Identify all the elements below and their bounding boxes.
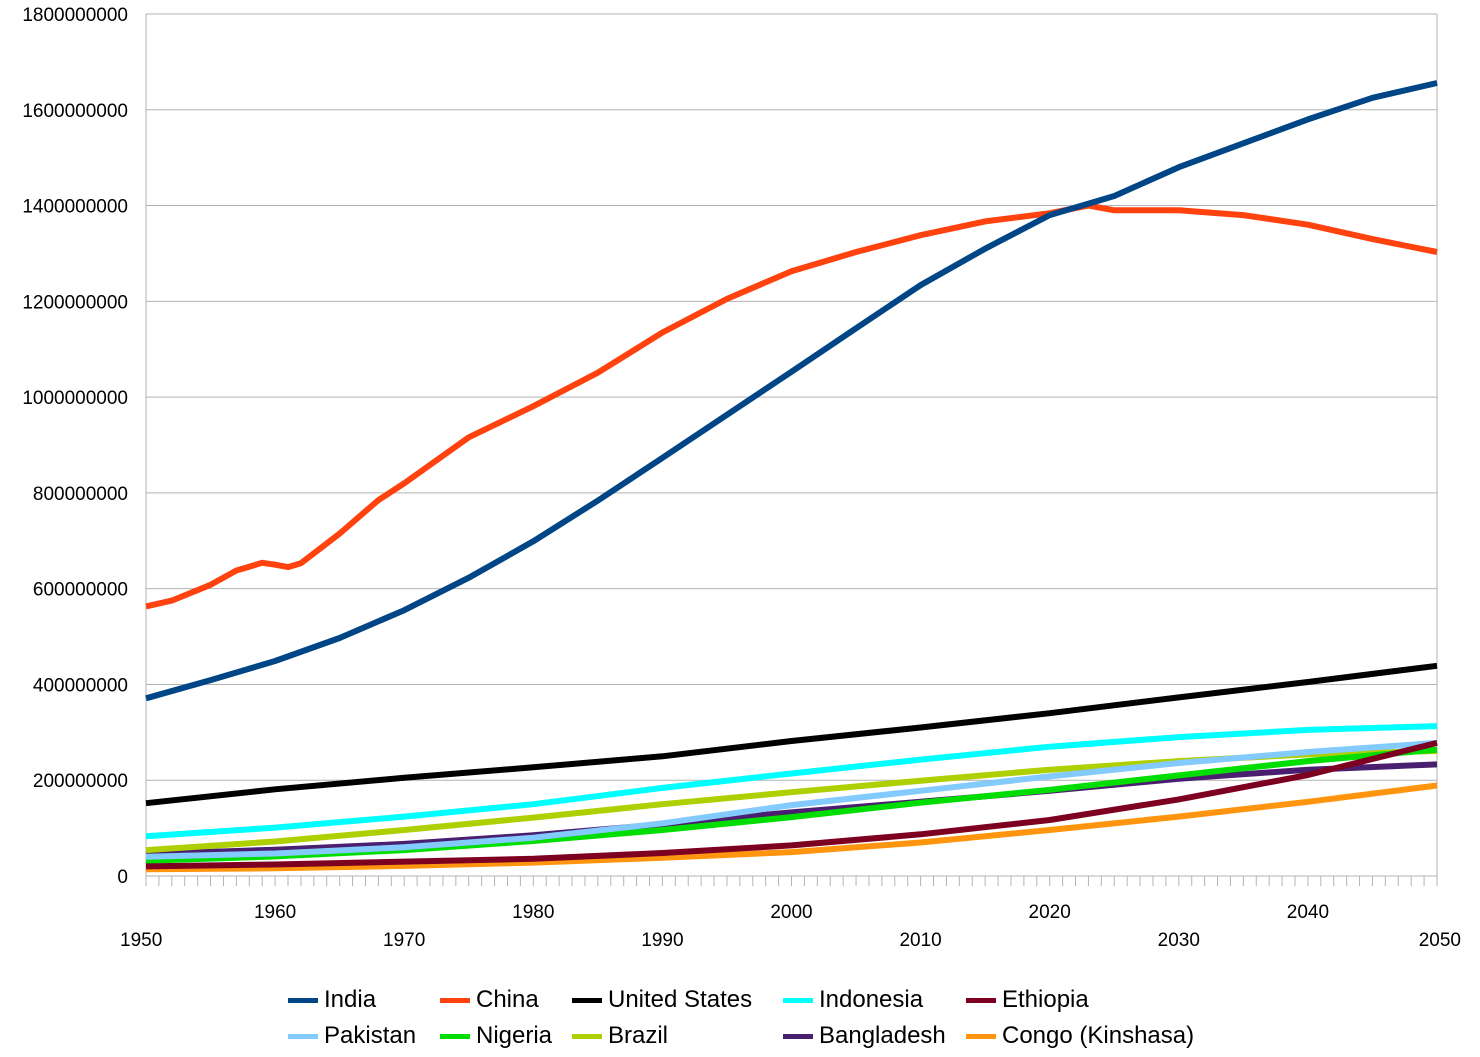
legend-label: China [476,986,539,1013]
legend-swatch [440,997,470,1003]
legend-item: Brazil [572,1019,668,1053]
legend-label: India [324,986,377,1013]
axes [145,14,1438,886]
series-line-ethiopia [145,739,1438,870]
x-tick-label: 1990 [641,930,683,951]
legend-swatch [440,1033,470,1039]
legend-item: China [440,983,539,1017]
series-line-bangladesh [145,761,1438,857]
legend-swatch [783,997,813,1003]
legend-item: Pakistan [288,1019,416,1053]
legend-swatch [783,1033,813,1039]
legend-label: Ethiopia [1002,986,1089,1013]
legend-label: United States [608,986,753,1013]
legend-label: Nigeria [476,1022,553,1049]
legend-item: Ethiopia [966,983,1089,1017]
legend-label: Indonesia [819,986,924,1013]
legend-item: Bangladesh [783,1019,946,1053]
legend-item: Nigeria [440,1019,552,1053]
y-tick-label: 1800000000 [22,5,128,26]
x-tick-label: 1950 [120,930,162,951]
x-tick-label: 2000 [770,902,812,923]
series-line-congo-kinshasa [145,782,1438,873]
y-tick-label: 400000000 [33,675,128,696]
x-tick-label: 1960 [254,902,296,923]
legend-label: Congo (Kinshasa) [1002,1022,1195,1049]
legend-swatch [572,997,602,1003]
y-tick-label: 1600000000 [22,101,128,122]
series-lines [145,80,1438,873]
x-tick-label: 2030 [1158,930,1200,951]
x-tick-label: 2020 [1029,902,1071,923]
y-tick-label: 800000000 [33,484,128,505]
y-tick-label: 1400000000 [22,197,128,218]
series-line-china [145,202,1438,610]
y-tick-label: 1200000000 [22,292,128,313]
x-tick-label: 2010 [899,930,941,951]
line-chart: 1800000000 1600000000 1400000000 1200000000… [22,5,1461,951]
x-tick-label: 2050 [1419,930,1461,951]
y-tick-labels: 1800000000 1600000000 1400000000 1200000000… [22,5,128,888]
legend-item: Indonesia [783,983,923,1017]
y-tick-label: 600000000 [33,580,128,601]
series-line-united-states [145,662,1438,807]
legend-item: United States [572,983,752,1017]
x-tick-label: 1970 [383,930,425,951]
legend-label: Bangladesh [819,1022,946,1049]
legend-label: Pakistan [324,1022,417,1049]
series-line-india [145,80,1438,702]
legend-swatch [966,1033,996,1039]
y-tick-label: 1000000000 [22,388,128,409]
x-tick-labels: 1960 1980 2000 2020 2040 1950 1970 1990 2010 2030… [120,902,1461,951]
y-tick-label: 0 [117,867,128,888]
series-line-pakistan [145,739,1438,860]
y-tick-label: 200000000 [33,771,128,792]
x-tick-label: 1980 [512,902,554,923]
legend-label: Brazil [608,1022,669,1049]
legend-item: India [288,983,376,1017]
legend-swatch [966,997,996,1003]
legend-item: Congo (Kinshasa) [966,1019,1194,1053]
legend-swatch [288,1033,318,1039]
legend-swatch [572,1033,602,1039]
x-tick-label: 2040 [1287,902,1329,923]
legend-swatch [288,997,318,1003]
series-line-indonesia [145,723,1438,840]
